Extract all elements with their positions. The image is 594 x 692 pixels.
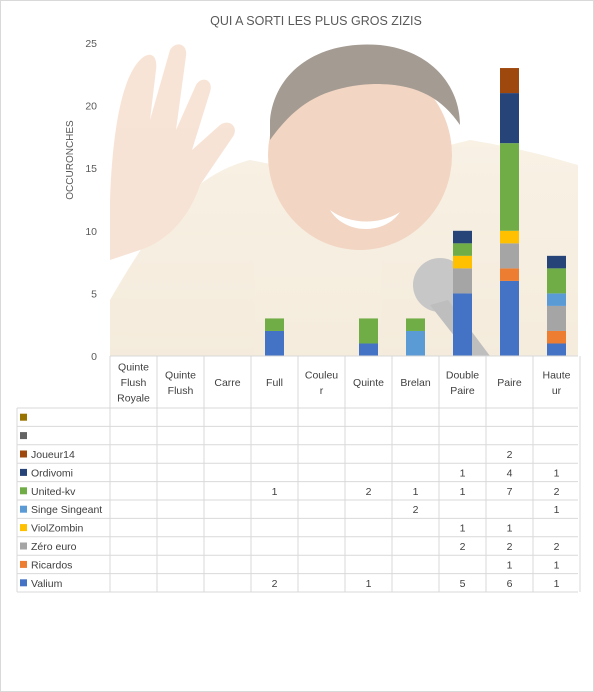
data-table-legend: Joueur14 Ordivomi United-kv Singe Singeant V… <box>20 413 102 590</box>
legend-swatch <box>20 542 27 550</box>
bar-segment <box>453 255 472 269</box>
category-label: Haute <box>542 369 570 381</box>
bar-segment <box>500 268 519 281</box>
data-table-value: 2 <box>413 504 419 516</box>
bar-segment <box>500 93 519 144</box>
bar-segment <box>547 343 566 356</box>
data-table-cells: 2 1 4 1 1 2 1 1 7 2 2 1 1 1 2 2 2 1 1 2 1 5 6 1 <box>272 449 560 590</box>
bar-segment <box>500 243 519 269</box>
chart-title: QUI A SORTI LES PLUS GROS ZIZIS <box>210 14 422 28</box>
bar-segment <box>453 243 472 256</box>
data-table-value: 1 <box>554 504 560 516</box>
data-table-value: 1 <box>554 578 560 590</box>
data-table-value: 1 <box>366 578 372 590</box>
bar-segment <box>453 293 472 356</box>
data-table-value: 4 <box>507 467 513 479</box>
data-table-value: 2 <box>507 449 513 461</box>
category-label: Couleu <box>305 369 338 381</box>
legend-swatch <box>20 413 27 421</box>
legend-label: Ricardos <box>31 559 72 571</box>
bars <box>265 68 566 356</box>
category-label: Double <box>446 369 479 381</box>
legend-swatch <box>20 450 27 458</box>
data-table-value: 2 <box>460 541 466 553</box>
data-table-value: 1 <box>460 467 466 479</box>
category-label: Full <box>266 377 283 389</box>
category-label: Quinte <box>165 369 196 381</box>
bar-segment <box>500 230 519 244</box>
legend-swatch <box>20 468 27 476</box>
category-label: Brelan <box>400 377 431 389</box>
category-label: Paire <box>497 377 522 389</box>
bar-segment <box>406 318 425 331</box>
bar-segment <box>547 268 566 294</box>
bar-segment <box>453 230 472 244</box>
y-tick-label: 5 <box>91 288 97 300</box>
bar-segment <box>500 143 519 231</box>
legend-label: ViolZombin <box>31 523 83 535</box>
category-label: Flush <box>121 377 147 389</box>
y-tick-label: 0 <box>91 351 97 363</box>
category-label: Paire <box>450 385 475 397</box>
data-table-value: 1 <box>413 486 419 498</box>
bar-segment <box>406 330 425 356</box>
category-labels: Quinte Flush Royale Quinte Flush Carre Full Cou… <box>117 362 571 405</box>
data-table-value: 5 <box>460 578 466 590</box>
bar-segment <box>547 293 566 306</box>
legend-label: Zéro euro <box>31 541 77 553</box>
category-label: ur <box>552 385 562 397</box>
data-table-value: 1 <box>460 486 466 498</box>
data-table-value: 2 <box>554 486 560 498</box>
data-table-value: 1 <box>554 467 560 479</box>
legend-swatch <box>20 579 27 587</box>
bar-segment <box>547 305 566 331</box>
background-photo <box>110 44 578 356</box>
legend-label: United-kv <box>31 486 76 498</box>
data-table-value: 1 <box>554 559 560 571</box>
data-table-value: 2 <box>507 541 513 553</box>
data-table-value: 1 <box>507 523 513 535</box>
category-label: Flush <box>168 385 194 397</box>
category-label: Quinte <box>118 362 149 374</box>
bar-segment <box>265 318 284 331</box>
category-label: Royale <box>117 393 150 405</box>
data-table-value: 2 <box>272 578 278 590</box>
legend-swatch <box>20 560 27 568</box>
category-label: r <box>320 385 324 397</box>
bar-segment <box>265 330 284 356</box>
legend-swatch <box>20 432 27 440</box>
legend-label: Singe Singeant <box>31 504 102 516</box>
category-label: Quinte <box>353 377 384 389</box>
y-tick-label: 15 <box>85 163 97 175</box>
data-table-value: 7 <box>507 486 513 498</box>
y-axis-label: OCCURONCHES <box>65 120 76 200</box>
data-table-value: 6 <box>507 578 513 590</box>
bar-segment <box>359 343 378 356</box>
bar-segment <box>500 280 519 356</box>
legend-label: Valium <box>31 578 63 590</box>
bar-segment <box>453 268 472 294</box>
legend-swatch <box>20 487 27 495</box>
y-axis-ticks: 0 5 10 15 20 25 <box>85 38 97 363</box>
data-table-value: 1 <box>507 559 513 571</box>
bar-segment <box>547 330 566 344</box>
y-tick-label: 25 <box>85 38 97 50</box>
bar-segment <box>500 68 519 94</box>
bar-segment <box>359 318 378 344</box>
legend-label: Ordivomi <box>31 467 73 479</box>
data-table-value: 2 <box>554 541 560 553</box>
data-table-value: 2 <box>366 486 372 498</box>
legend-swatch <box>20 524 27 532</box>
data-table-value: 1 <box>272 486 278 498</box>
category-label: Carre <box>214 377 240 389</box>
data-table-value: 1 <box>460 523 466 535</box>
bar-segment <box>547 255 566 269</box>
data-table-grid <box>16 355 581 593</box>
legend-swatch <box>20 505 27 513</box>
y-tick-label: 10 <box>85 226 97 238</box>
legend-label: Joueur14 <box>31 449 75 461</box>
y-tick-label: 20 <box>85 101 97 113</box>
